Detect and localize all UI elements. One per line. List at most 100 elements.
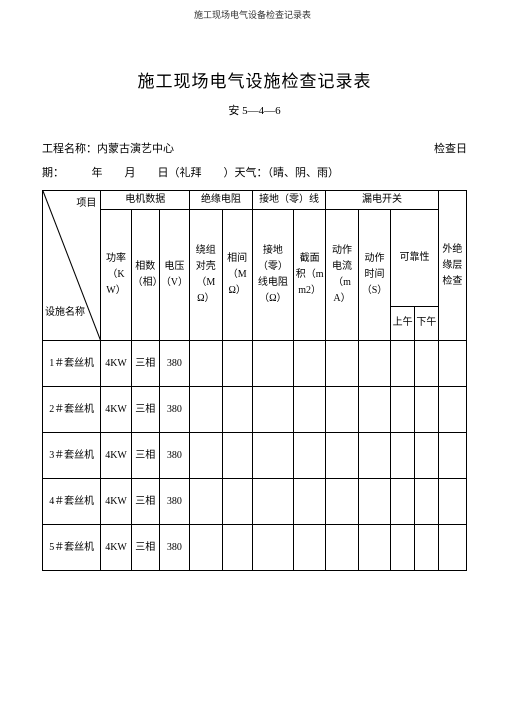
row-cell: [326, 341, 358, 387]
col-ground-r: 接地（零）线电阻（Ω）: [252, 210, 293, 341]
row-cell: [358, 387, 390, 433]
row-cell: [222, 525, 252, 571]
row-cell: 380: [159, 479, 189, 525]
row-cell: [222, 433, 252, 479]
diag-top-label: 项目: [76, 197, 96, 211]
row-cell: [438, 525, 466, 571]
row-cell: 380: [159, 525, 189, 571]
page-running-header: 施工现场电气设备检查记录表: [0, 0, 505, 21]
row-name-cell: 5＃套丝机: [43, 525, 101, 571]
col-between: 相间（MΩ）: [222, 210, 252, 341]
row-cell: [293, 387, 325, 433]
row-cell: [438, 433, 466, 479]
doc-subcode: 安 5—4—6: [42, 102, 467, 118]
col-reliability: 可靠性: [391, 210, 439, 307]
col-voltage: 电压（V）: [159, 210, 189, 341]
row-cell: [222, 341, 252, 387]
row-cell: [391, 341, 415, 387]
col-pm: 下午: [414, 306, 438, 341]
row-cell: [252, 525, 293, 571]
col-act-current: 动作电流（mA）: [326, 210, 358, 341]
row-cell: [414, 433, 438, 479]
row-cell: [293, 525, 325, 571]
table-row: 3＃套丝机4KW三相380: [43, 433, 467, 479]
row-cell: 380: [159, 433, 189, 479]
date-fragment: 年 月 日（礼拜 ）天气：（晴、阴、雨）: [92, 167, 340, 179]
row-cell: [358, 433, 390, 479]
meta-line-2: 期： 年 月 日（礼拜 ）天气：（晴、阴、雨）: [42, 164, 467, 180]
row-cell: [190, 341, 222, 387]
check-day-label: 检查日: [434, 140, 467, 156]
row-cell: [190, 525, 222, 571]
period-label: 期：: [42, 167, 59, 179]
project-label: 工程名称：: [42, 143, 97, 155]
row-cell: [438, 341, 466, 387]
group-insulation: 绝缘电阻: [190, 191, 253, 210]
row-cell: 4KW: [101, 341, 131, 387]
row-cell: [414, 387, 438, 433]
row-name-cell: 1＃套丝机: [43, 341, 101, 387]
document-body: 施工现场电气设施检查记录表 安 5—4—6 工程名称：内蒙古演艺中心 检查日 期…: [0, 67, 505, 571]
col-phase: 相数（相）: [131, 210, 159, 341]
row-cell: [252, 433, 293, 479]
row-cell: [391, 433, 415, 479]
row-cell: [358, 479, 390, 525]
diagonal-header: 项目 设施名称: [43, 191, 101, 341]
row-cell: [190, 433, 222, 479]
row-cell: [293, 479, 325, 525]
row-cell: [252, 479, 293, 525]
row-cell: [358, 341, 390, 387]
table-body: 1＃套丝机4KW三相3802＃套丝机4KW三相3803＃套丝机4KW三相3804…: [43, 341, 467, 571]
row-cell: [252, 387, 293, 433]
row-cell: 4KW: [101, 387, 131, 433]
row-cell: [293, 433, 325, 479]
group-leakage: 漏电开关: [326, 191, 438, 210]
inspection-table: 项目 设施名称 电机数据 绝缘电阻 接地（零）线 漏电开关 外绝缘层检查 功率（…: [42, 190, 467, 571]
row-cell: 三相: [131, 387, 159, 433]
row-cell: [414, 525, 438, 571]
col-power: 功率（KW）: [101, 210, 131, 341]
col-act-time: 动作时间（S）: [358, 210, 390, 341]
row-cell: [391, 387, 415, 433]
row-cell: 4KW: [101, 479, 131, 525]
diag-bottom-label: 设施名称: [45, 306, 85, 320]
row-cell: 380: [159, 341, 189, 387]
row-cell: [222, 479, 252, 525]
row-cell: [438, 387, 466, 433]
row-cell: [391, 525, 415, 571]
project-name: 内蒙古演艺中心: [97, 143, 174, 155]
row-cell: [438, 479, 466, 525]
table-row: 2＃套丝机4KW三相380: [43, 387, 467, 433]
row-cell: [326, 433, 358, 479]
row-cell: [326, 479, 358, 525]
row-cell: [414, 341, 438, 387]
row-cell: 三相: [131, 433, 159, 479]
row-cell: [326, 387, 358, 433]
row-cell: [252, 341, 293, 387]
row-name-cell: 2＃套丝机: [43, 387, 101, 433]
group-outer: 外绝缘层检查: [438, 191, 466, 341]
project-field: 工程名称：内蒙古演艺中心: [42, 140, 174, 156]
meta-line-1: 工程名称：内蒙古演艺中心 检查日: [42, 140, 467, 156]
row-name-cell: 4＃套丝机: [43, 479, 101, 525]
row-name-cell: 3＃套丝机: [43, 433, 101, 479]
row-cell: 380: [159, 387, 189, 433]
col-section: 截面积（mm2）: [293, 210, 325, 341]
table-row: 5＃套丝机4KW三相380: [43, 525, 467, 571]
table-row: 4＃套丝机4KW三相380: [43, 479, 467, 525]
row-cell: 4KW: [101, 525, 131, 571]
row-cell: [293, 341, 325, 387]
col-am: 上午: [391, 306, 415, 341]
group-motor: 电机数据: [101, 191, 190, 210]
table-row: 1＃套丝机4KW三相380: [43, 341, 467, 387]
row-cell: [391, 479, 415, 525]
row-cell: 三相: [131, 525, 159, 571]
col-winding: 绕组对壳（MΩ）: [190, 210, 222, 341]
row-cell: [414, 479, 438, 525]
doc-title: 施工现场电气设施检查记录表: [42, 67, 467, 92]
row-cell: 4KW: [101, 433, 131, 479]
row-cell: [358, 525, 390, 571]
row-cell: [190, 387, 222, 433]
row-cell: 三相: [131, 479, 159, 525]
row-cell: [326, 525, 358, 571]
